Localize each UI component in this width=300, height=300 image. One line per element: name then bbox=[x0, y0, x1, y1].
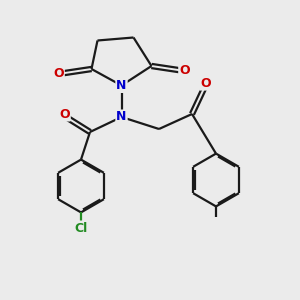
Text: O: O bbox=[200, 76, 211, 90]
Text: O: O bbox=[59, 107, 70, 121]
Text: N: N bbox=[116, 110, 127, 124]
Text: O: O bbox=[179, 64, 190, 77]
Text: O: O bbox=[53, 67, 64, 80]
Text: Cl: Cl bbox=[74, 221, 88, 235]
Text: N: N bbox=[116, 79, 127, 92]
